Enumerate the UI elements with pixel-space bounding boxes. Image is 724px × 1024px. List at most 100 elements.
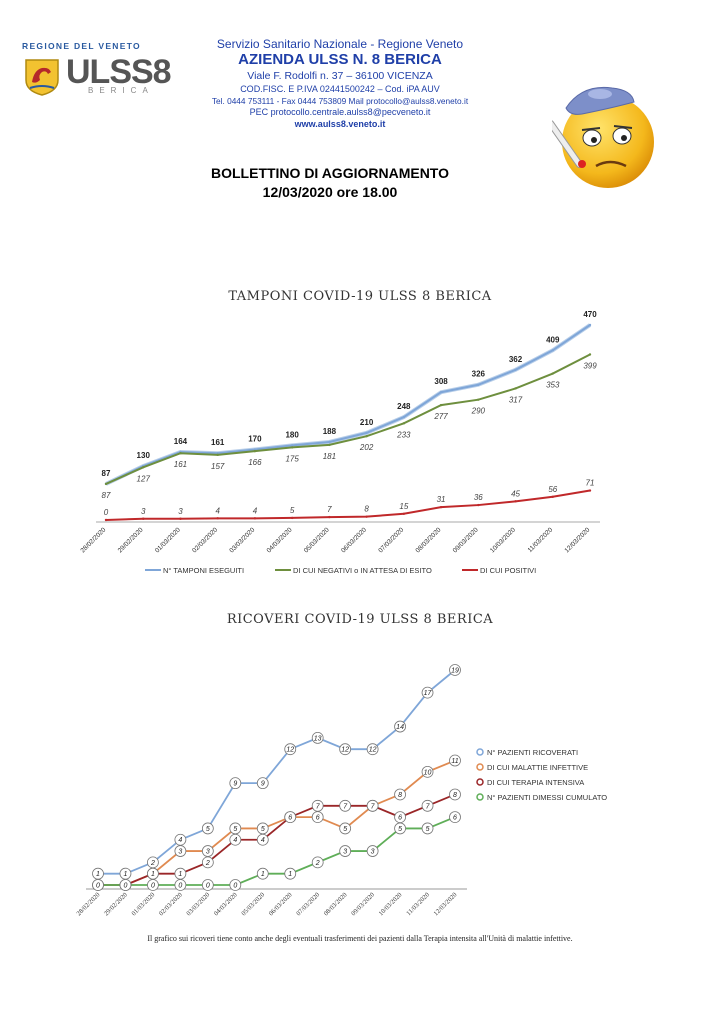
chart1-tick-label: 28/02/2020 [79,526,107,554]
chart2-point-n-pazienti-dimessi-cumulato [147,879,159,891]
chart1-data-label: 4 [215,506,220,515]
chart2-point-n-pazienti-dimessi-cumulato [174,879,187,891]
chart1-point-di-cui-negativi-o-in-attesa-di-esito [439,403,443,407]
header-line-1: Servizio Sanitario Nazionale - Regione V… [216,37,464,51]
chart1-tick-label: 04/03/2020 [266,526,294,554]
chart1-point-n-tamponi-eseguiti [365,431,368,435]
chart2-data-label: 1 [151,871,155,878]
chart1-data-label: 8 [364,505,369,514]
chart2-point-n-pazienti-dimessi-cumulato [229,879,242,891]
chart2-tick-label: 04/03/2020 [213,891,239,917]
chart1-point-n-tamponi-eseguiti [402,415,406,419]
chart2-tick-label: 02/03/2020 [158,891,184,917]
chart2-data-label: 10 [424,769,432,776]
header-pec: PEC protocollo.centrale.aulss8@pecveneto… [249,107,431,117]
chart2-point-n-pazienti-ricoverati [421,686,434,699]
chart2-point-n-pazienti-dimessi-cumulato [394,822,406,835]
chart2-point-n-pazienti-ricoverati [229,777,242,790]
chart2-legend-label: N° PAZIENTI DIMESSI CUMULATO [487,793,607,802]
chart2-point-di-cui-malattie-infettive [394,788,406,801]
chart2-data-label: 3 [206,849,210,856]
chart1-data-label: 210 [360,418,374,427]
chart2-point-di-cui-malattie-infettive [339,822,352,835]
chart2-data-label: 5 [206,826,210,833]
chart2-title: RICOVERI COVID-19 ULSS 8 BERICA [226,612,494,627]
chart1-data-label: 308 [434,377,448,386]
chart1-tick-label: 07/03/2020 [377,526,405,554]
chart2-data-label: 12 [341,747,349,754]
chart1-point-n-tamponi-eseguiti [588,323,592,327]
chart1-data-label: 181 [323,452,336,461]
chart1-data-label: 188 [323,427,337,436]
chart2-data-label: 1 [288,871,292,878]
chart1-point-di-cui-negativi-o-in-attesa-di-esito [402,422,406,425]
chart1-legend-label: DI CUI POSITIVI [480,566,536,575]
chart2-data-label: 19 [451,668,459,675]
footnote: Il grafico sui ricoveri tiene conto anch… [147,934,573,943]
chart2-data-label: 12 [369,747,377,754]
chart2-point-n-pazienti-dimessi-cumulato [119,879,132,891]
chart2-tick-label: 07/03/2020 [295,891,321,917]
chart2-data-label: 1 [124,871,128,878]
chart2-point-n-pazienti-dimessi-cumulato [449,811,461,824]
chart2-legend-label: N° PAZIENTI RICOVERATI [487,748,578,757]
chart1-data-label: 4 [253,506,258,515]
chart2-point-di-cui-terapia-intensiva [421,799,434,812]
chart1-data-label: 277 [433,412,448,421]
chart1-data-label: 470 [583,310,597,319]
chart1-tick-label: 10/03/2020 [489,526,517,554]
chart2-point-n-pazienti-ricoverati [284,743,297,756]
chart1-data-label: 157 [211,462,225,471]
chart1-point-n-tamponi-eseguiti [551,349,554,352]
sick-emoji-icon [552,86,654,188]
chart2-tick-label: 28/02/2020 [76,891,102,917]
chart2-data-label: 5 [426,826,430,833]
header-contacts: Tel. 0444 753111 - Fax 0444 753809 Mail … [211,96,469,106]
chart2-point-n-pazienti-dimessi-cumulato [201,879,214,891]
chart1-point-di-cui-positivi [551,495,554,498]
chart1-series-line-di-cui-negativi-o-in-attesa-di-esito [105,353,591,485]
chart2-point-n-pazienti-dimessi-cumulato [256,867,269,880]
chart2-data-label: 17 [424,690,433,697]
berica-logo-text: BERICA [88,86,154,95]
chart2-point-di-cui-malattie-infettive [421,765,434,778]
chart2-point-n-pazienti-dimessi-cumulato [311,856,324,869]
chart2-data-label: 3 [178,849,182,856]
chart1-data-label: 87 [102,491,111,500]
chart1-data-label: 3 [141,507,146,516]
chart2-data-label: 4 [261,837,265,844]
chart1-data-label: 202 [359,443,374,452]
chart1-tick-label: 29/02/2020 [117,526,145,554]
chart2-point-di-cui-malattie-infettive [449,754,461,767]
chart2-data-label: 6 [316,815,320,822]
chart1-data-label: 353 [546,381,560,390]
chart2-data-label: 8 [398,792,402,799]
chart2-data-label: 9 [233,781,237,788]
chart1-tick-label: 11/03/2020 [527,526,555,554]
chart2-point-n-pazienti-dimessi-cumulato [92,879,104,891]
chart2-point-n-pazienti-ricoverati [366,743,379,756]
chart2-point-di-cui-terapia-intensiva [449,788,461,801]
chart1-point-di-cui-negativi-o-in-attesa-di-esito [365,434,368,438]
chart1-point-di-cui-negativi-o-in-attesa-di-esito [179,452,182,455]
chart2-data-label: 6 [288,815,292,822]
chart2-data-label: 0 [96,883,100,890]
chart1-point-di-cui-positivi [328,515,331,519]
chart1-title: TAMPONI COVID-19 ULSS 8 BERICA [228,289,492,304]
chart1-tick-label: 06/03/2020 [340,526,368,554]
chart1-data-label: 362 [509,355,523,364]
chart1-data-label: 233 [396,430,411,439]
chart2-point-n-pazienti-ricoverati [394,720,406,733]
header-organization: AZIENDA ULSS N. 8 BERICA [238,51,442,68]
chart1-point-di-cui-negativi-o-in-attesa-di-esito [142,466,145,469]
chart2-legend-swatch-di-cui-malattie-infettive [476,763,484,771]
chart2-data-label: 2 [315,860,320,867]
chart2-point-n-pazienti-ricoverati [256,777,269,790]
chart2-data-label: 14 [396,724,404,731]
chart1-point-di-cui-negativi-o-in-attesa-di-esito [477,398,480,401]
chart1-point-di-cui-positivi [514,500,517,503]
chart2-legend-swatch-di-cui-terapia-intensiva [476,778,484,786]
chart1-point-di-cui-positivi [477,503,480,507]
chart2-data-label: 5 [343,826,347,833]
